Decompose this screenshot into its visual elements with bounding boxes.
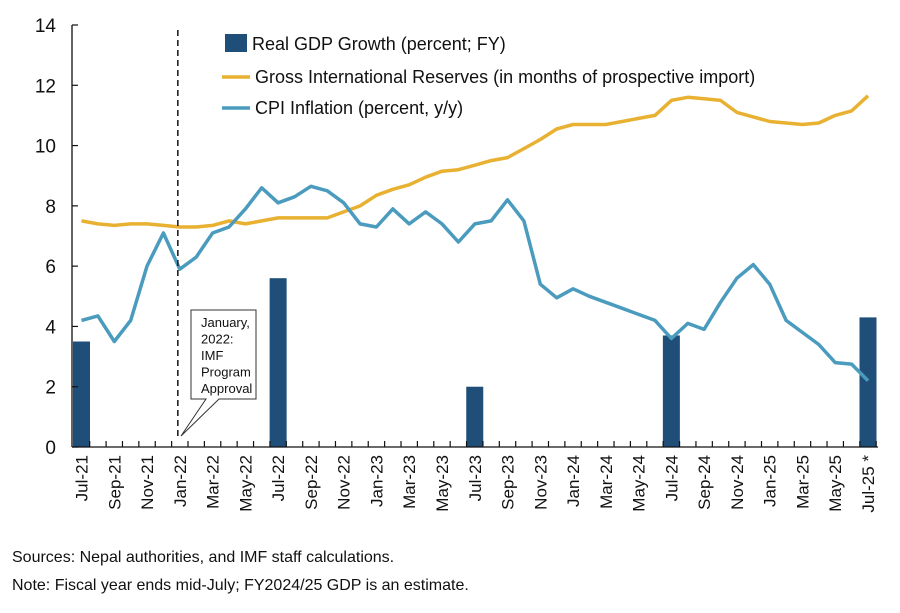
gdp-bar <box>662 335 680 447</box>
legend-label-gdp: Real GDP Growth (percent; FY) <box>252 34 506 54</box>
y-tick-label: 0 <box>45 438 56 459</box>
x-tick-label: Mar-22 <box>204 455 223 509</box>
gdp-bar <box>269 278 287 447</box>
x-tick-label: Mar-23 <box>400 455 419 509</box>
annotation-text: Approval <box>201 381 252 396</box>
annotation-text: Program <box>201 365 251 380</box>
cpi-line <box>81 184 870 382</box>
x-tick-label: Jul-25 * <box>859 455 878 513</box>
x-tick-label: Jan-23 <box>367 455 386 507</box>
y-tick-label: 10 <box>35 137 56 158</box>
gdp-bar <box>466 386 484 447</box>
gdp-bar <box>859 317 877 447</box>
y-tick-label: 6 <box>45 257 56 278</box>
legend-label-reserves: Gross International Reserves (in months … <box>255 67 755 87</box>
x-tick-label: Jan-24 <box>564 455 583 507</box>
x-tick-label: Jan-25 <box>761 455 780 507</box>
reserves-line <box>81 94 870 229</box>
x-tick-label: May-23 <box>433 455 452 512</box>
annotation-text: 2022: <box>201 332 234 347</box>
y-tick-label: 4 <box>45 317 56 338</box>
gdp-bar <box>73 341 90 447</box>
fiscal-year-note: Note: Fiscal year ends mid-July; FY2024/… <box>12 577 469 594</box>
x-tick-label: May-25 <box>826 455 845 512</box>
sources-note: Sources: Nepal authorities, and IMF staf… <box>12 549 395 566</box>
x-tick-label: Jan-22 <box>171 455 190 507</box>
x-tick-label: Jul-23 <box>466 455 485 501</box>
y-tick-label: 2 <box>45 378 56 399</box>
x-tick-label: Sep-23 <box>499 455 518 510</box>
x-tick-label: May-22 <box>236 455 255 512</box>
x-tick-label: Nov-21 <box>138 455 157 510</box>
x-tick-label: Nov-24 <box>728 455 747 510</box>
x-tick-label: Sep-24 <box>695 455 714 510</box>
legend-swatch-gdp <box>225 34 247 52</box>
x-tick-label: Nov-22 <box>335 455 354 510</box>
annotation-text: January, <box>201 315 250 330</box>
x-tick-label: Mar-25 <box>793 455 812 509</box>
x-tick-label: Jul-21 <box>73 455 92 501</box>
x-tick-label: Jul-24 <box>662 455 681 501</box>
annotation-callout <box>180 309 257 437</box>
y-tick-label: 14 <box>35 16 57 37</box>
y-tick-label: 8 <box>45 197 56 218</box>
x-tick-label: May-24 <box>630 455 649 512</box>
x-tick-label: Sep-22 <box>302 455 321 510</box>
chart: 0 2 4 6 8 10 12 14 Jul-21 Sep-21 Nov-21 Jan-22 Mar-2… <box>35 16 878 513</box>
x-tick-label: Sep-21 <box>105 455 124 510</box>
x-tick-label: Nov-23 <box>531 455 550 510</box>
x-tick-label: Jul-22 <box>269 455 288 501</box>
x-tick-label: Mar-24 <box>597 455 616 509</box>
annotation-text: IMF <box>201 348 223 363</box>
legend-label-cpi: CPI Inflation (percent, y/y) <box>255 98 463 118</box>
y-tick-label: 12 <box>35 76 56 97</box>
